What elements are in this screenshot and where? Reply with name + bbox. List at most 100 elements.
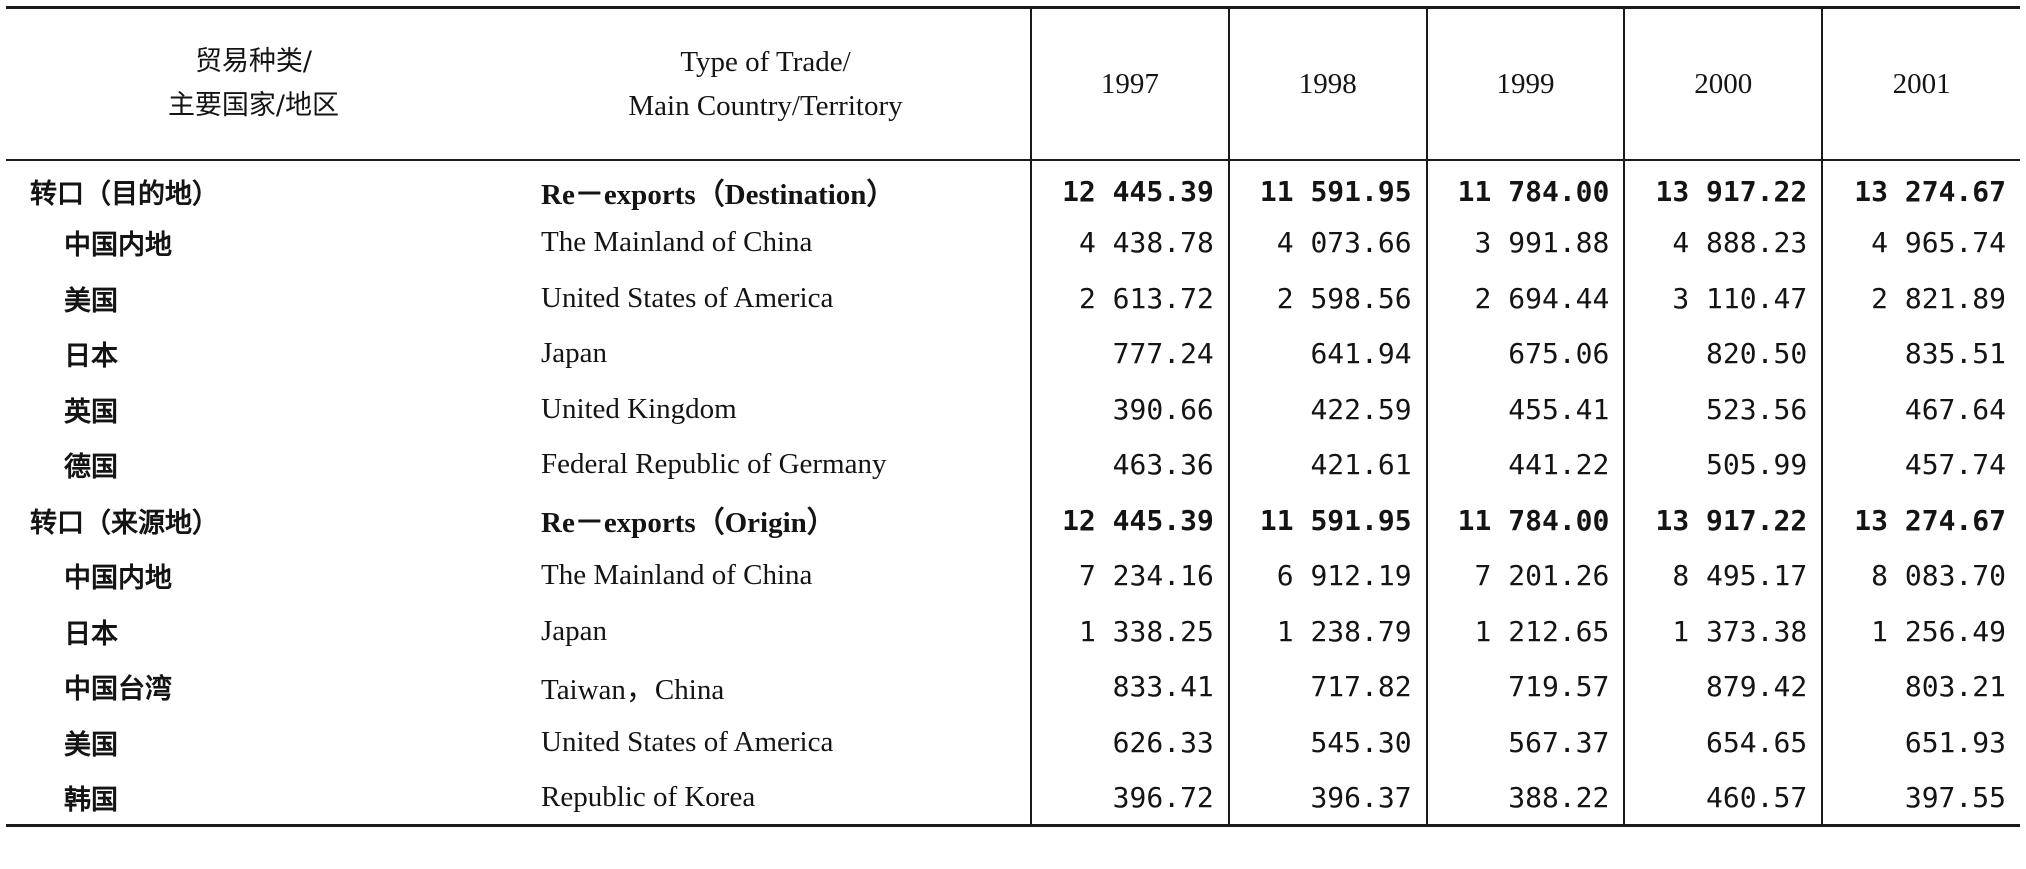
- region-name-en: Re－exports（Destination）: [541, 178, 896, 211]
- value-cell: 833.41: [1030, 659, 1229, 715]
- header-cn-line1: 贸易种类/: [194, 45, 313, 77]
- value-cell: 3 110.47: [1623, 270, 1823, 326]
- value-cell: 6 912.19: [1227, 548, 1427, 604]
- value-cell: 626.33: [1030, 714, 1229, 770]
- value-cell: 441.22: [1425, 437, 1625, 493]
- value-cell: 717.82: [1227, 659, 1427, 715]
- value-cell: 1 238.79: [1227, 603, 1427, 659]
- table-row: 美国 United States of America 2 613.72 2 598.…: [6, 270, 2020, 326]
- value-cell: 3 991.88: [1425, 215, 1625, 271]
- value-cell: 1 256.49: [1821, 603, 2020, 659]
- value-cell: 8 083.70: [1821, 548, 2020, 604]
- value-cell: 2 694.44: [1425, 270, 1625, 326]
- value-cell: 803.21: [1821, 659, 2020, 715]
- value-cell: 4 438.78: [1030, 215, 1229, 271]
- re-exports-table: 贸易种类/ 主要国家/地区 Type of Trade/ Main Countr…: [6, 6, 2020, 827]
- value-cell: 675.06: [1425, 326, 1625, 382]
- region-name-cn: 中国内地: [64, 230, 172, 262]
- value-cell: 390.66: [1030, 381, 1229, 437]
- value-cell: 13 917.22: [1623, 159, 1823, 215]
- region-name-cn: 中国内地: [64, 563, 172, 595]
- value-cell: 4 073.66: [1227, 215, 1427, 271]
- value-cell: 13 274.67: [1821, 492, 2020, 548]
- value-cell: 11 784.00: [1425, 159, 1625, 215]
- region-name-en: Taiwan，China: [541, 673, 725, 706]
- region-name-en: The Mainland of China: [541, 559, 813, 592]
- table-body: 转口（目的地） Re－exports（Destination） 12 445.39 1…: [6, 159, 2020, 827]
- region-name-cn: 中国台湾: [64, 674, 172, 706]
- value-cell: 1 212.65: [1425, 603, 1625, 659]
- header-year: 1999: [1425, 6, 1625, 161]
- value-cell: 12 445.39: [1030, 492, 1229, 548]
- value-cell: 460.57: [1623, 770, 1823, 827]
- value-cell: 879.42: [1623, 659, 1823, 715]
- region-name-cn: 转口（目的地）: [30, 179, 219, 211]
- value-cell: 397.55: [1821, 770, 2020, 827]
- region-name-en: Re－exports（Origin）: [541, 507, 836, 540]
- region-name-cn: 美国: [64, 285, 118, 317]
- value-cell: 2 613.72: [1030, 270, 1229, 326]
- value-cell: 396.37: [1227, 770, 1427, 827]
- region-name-en: Federal Republic of Germany: [541, 448, 887, 481]
- region-name-cn: 转口（来源地）: [30, 507, 219, 539]
- value-cell: 719.57: [1425, 659, 1625, 715]
- group-total-row: 转口（目的地） Re－exports（Destination） 12 445.39 1…: [6, 159, 2020, 215]
- value-cell: 13 274.67: [1821, 159, 2020, 215]
- value-cell: 2 821.89: [1821, 270, 2020, 326]
- region-name-en: Republic of Korea: [501, 770, 1031, 827]
- value-cell: 651.93: [1821, 714, 2020, 770]
- value-cell: 457.74: [1821, 437, 2020, 493]
- header-type-en: Type of Trade/ Main Country/Territory: [501, 6, 1031, 161]
- header-year: 1998: [1227, 6, 1427, 161]
- table-row: 美国 United States of America 626.33 545.30 56…: [6, 714, 2020, 770]
- table-row: 中国台湾 Taiwan，China 833.41 717.82 719.57 879.42…: [6, 659, 2020, 715]
- group-total-row: 转口（来源地） Re－exports（Origin） 12 445.39 11 591…: [6, 492, 2020, 548]
- value-cell: 463.36: [1030, 437, 1229, 493]
- value-cell: 7 201.26: [1425, 548, 1625, 604]
- region-name-cn: 美国: [64, 729, 118, 761]
- value-cell: 835.51: [1821, 326, 2020, 382]
- region-name-en: United States of America: [541, 725, 834, 758]
- value-cell: 820.50: [1623, 326, 1823, 382]
- region-name-cn: 日本: [64, 341, 118, 373]
- value-cell: 13 917.22: [1623, 492, 1823, 548]
- table-row: 韩国 Republic of Korea 396.72 396.37 388.22 460…: [6, 770, 2020, 827]
- header-en-line1: Type of Trade/: [680, 45, 851, 78]
- header-en-line2: Main Country/Territory: [628, 89, 903, 122]
- header-year: 2000: [1623, 6, 1823, 161]
- value-cell: 1 338.25: [1030, 603, 1229, 659]
- header-year: 1997: [1030, 6, 1229, 161]
- region-name-cn: 英国: [64, 396, 118, 428]
- value-cell: 7 234.16: [1030, 548, 1229, 604]
- value-cell: 467.64: [1821, 381, 2020, 437]
- value-cell: 11 591.95: [1227, 159, 1427, 215]
- value-cell: 777.24: [1030, 326, 1229, 382]
- value-cell: 421.61: [1227, 437, 1427, 493]
- value-cell: 11 591.95: [1227, 492, 1427, 548]
- header-row: 贸易种类/ 主要国家/地区 Type of Trade/ Main Countr…: [6, 6, 2020, 161]
- value-cell: 1 373.38: [1623, 603, 1823, 659]
- value-cell: 396.72: [1030, 770, 1229, 827]
- value-cell: 388.22: [1425, 770, 1625, 827]
- value-cell: 12 445.39: [1030, 159, 1229, 215]
- value-cell: 4 888.23: [1623, 215, 1823, 271]
- region-name-cn: 日本: [64, 618, 118, 650]
- region-name-en: United States of America: [541, 281, 834, 314]
- region-name-en: United Kingdom: [541, 392, 737, 425]
- region-name-en: Japan: [541, 614, 608, 647]
- value-cell: 641.94: [1227, 326, 1427, 382]
- table-row: 日本 Japan 777.24 641.94 675.06 820.50 835.51: [6, 326, 2020, 382]
- value-cell: 455.41: [1425, 381, 1625, 437]
- value-cell: 545.30: [1227, 714, 1427, 770]
- value-cell: 523.56: [1623, 381, 1823, 437]
- value-cell: 654.65: [1623, 714, 1823, 770]
- region-name-en: Japan: [541, 337, 608, 370]
- value-cell: 2 598.56: [1227, 270, 1427, 326]
- value-cell: 4 965.74: [1821, 215, 2020, 271]
- table-row: 英国 United Kingdom 390.66 422.59 455.41 523.56…: [6, 381, 2020, 437]
- region-name-cn: 韩国: [6, 770, 501, 827]
- table-row: 日本 Japan 1 338.25 1 238.79 1 212.65 1 373.38 1…: [6, 603, 2020, 659]
- header-type-cn: 贸易种类/ 主要国家/地区: [6, 6, 501, 161]
- region-name-en: The Mainland of China: [541, 226, 813, 259]
